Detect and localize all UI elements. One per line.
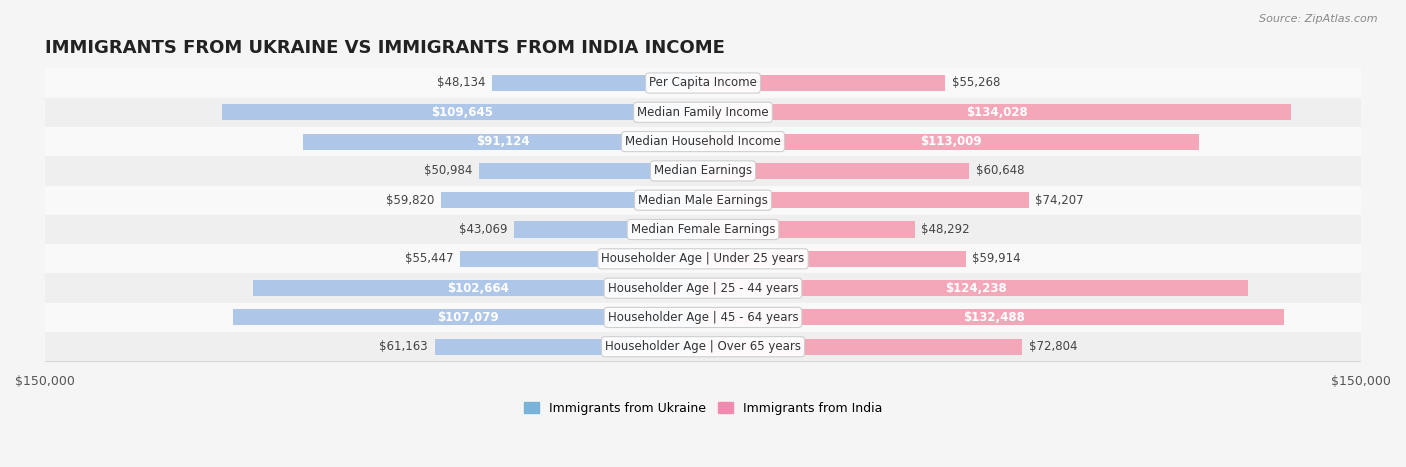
Bar: [460, 251, 703, 267]
Text: Median Earnings: Median Earnings: [654, 164, 752, 177]
Bar: [703, 221, 915, 238]
Text: Median Family Income: Median Family Income: [637, 106, 769, 119]
Text: $61,163: $61,163: [380, 340, 427, 353]
Bar: [703, 280, 1249, 296]
Bar: [703, 309, 1284, 325]
Bar: [304, 134, 703, 149]
Bar: [703, 251, 966, 267]
Bar: [45, 244, 1361, 274]
Bar: [703, 134, 1199, 149]
Bar: [45, 303, 1361, 332]
Bar: [233, 309, 703, 325]
Text: $72,804: $72,804: [1029, 340, 1077, 353]
Text: $124,238: $124,238: [945, 282, 1007, 295]
Legend: Immigrants from Ukraine, Immigrants from India: Immigrants from Ukraine, Immigrants from…: [519, 397, 887, 420]
Text: Householder Age | Under 25 years: Householder Age | Under 25 years: [602, 252, 804, 265]
Text: $48,134: $48,134: [437, 77, 485, 90]
Text: $91,124: $91,124: [477, 135, 530, 148]
Bar: [222, 104, 703, 120]
Bar: [492, 75, 703, 91]
Bar: [703, 192, 1029, 208]
Text: $59,820: $59,820: [385, 194, 434, 207]
Bar: [703, 75, 945, 91]
Text: $74,207: $74,207: [1035, 194, 1084, 207]
Text: Median Male Earnings: Median Male Earnings: [638, 194, 768, 207]
Text: $113,009: $113,009: [920, 135, 981, 148]
Text: IMMIGRANTS FROM UKRAINE VS IMMIGRANTS FROM INDIA INCOME: IMMIGRANTS FROM UKRAINE VS IMMIGRANTS FR…: [45, 39, 725, 57]
Bar: [45, 215, 1361, 244]
Text: $134,028: $134,028: [966, 106, 1028, 119]
Bar: [434, 339, 703, 355]
Bar: [479, 163, 703, 179]
Text: $60,648: $60,648: [976, 164, 1024, 177]
Text: $102,664: $102,664: [447, 282, 509, 295]
Bar: [703, 104, 1291, 120]
Text: Median Household Income: Median Household Income: [626, 135, 780, 148]
Text: Median Female Earnings: Median Female Earnings: [631, 223, 775, 236]
Bar: [45, 185, 1361, 215]
Text: $55,447: $55,447: [405, 252, 453, 265]
Text: $55,268: $55,268: [952, 77, 1001, 90]
Bar: [45, 274, 1361, 303]
Bar: [515, 221, 703, 238]
Bar: [253, 280, 703, 296]
Text: $109,645: $109,645: [432, 106, 494, 119]
Bar: [703, 339, 1022, 355]
Text: Source: ZipAtlas.com: Source: ZipAtlas.com: [1260, 14, 1378, 24]
Bar: [45, 98, 1361, 127]
Text: $48,292: $48,292: [921, 223, 970, 236]
Bar: [440, 192, 703, 208]
Text: $107,079: $107,079: [437, 311, 499, 324]
Bar: [45, 156, 1361, 185]
Bar: [45, 332, 1361, 361]
Text: $50,984: $50,984: [425, 164, 472, 177]
Bar: [703, 163, 969, 179]
Text: $43,069: $43,069: [458, 223, 508, 236]
Bar: [45, 127, 1361, 156]
Text: Per Capita Income: Per Capita Income: [650, 77, 756, 90]
Text: Householder Age | Over 65 years: Householder Age | Over 65 years: [605, 340, 801, 353]
Text: Householder Age | 25 - 44 years: Householder Age | 25 - 44 years: [607, 282, 799, 295]
Bar: [45, 68, 1361, 98]
Text: $59,914: $59,914: [973, 252, 1021, 265]
Text: Householder Age | 45 - 64 years: Householder Age | 45 - 64 years: [607, 311, 799, 324]
Text: $132,488: $132,488: [963, 311, 1025, 324]
